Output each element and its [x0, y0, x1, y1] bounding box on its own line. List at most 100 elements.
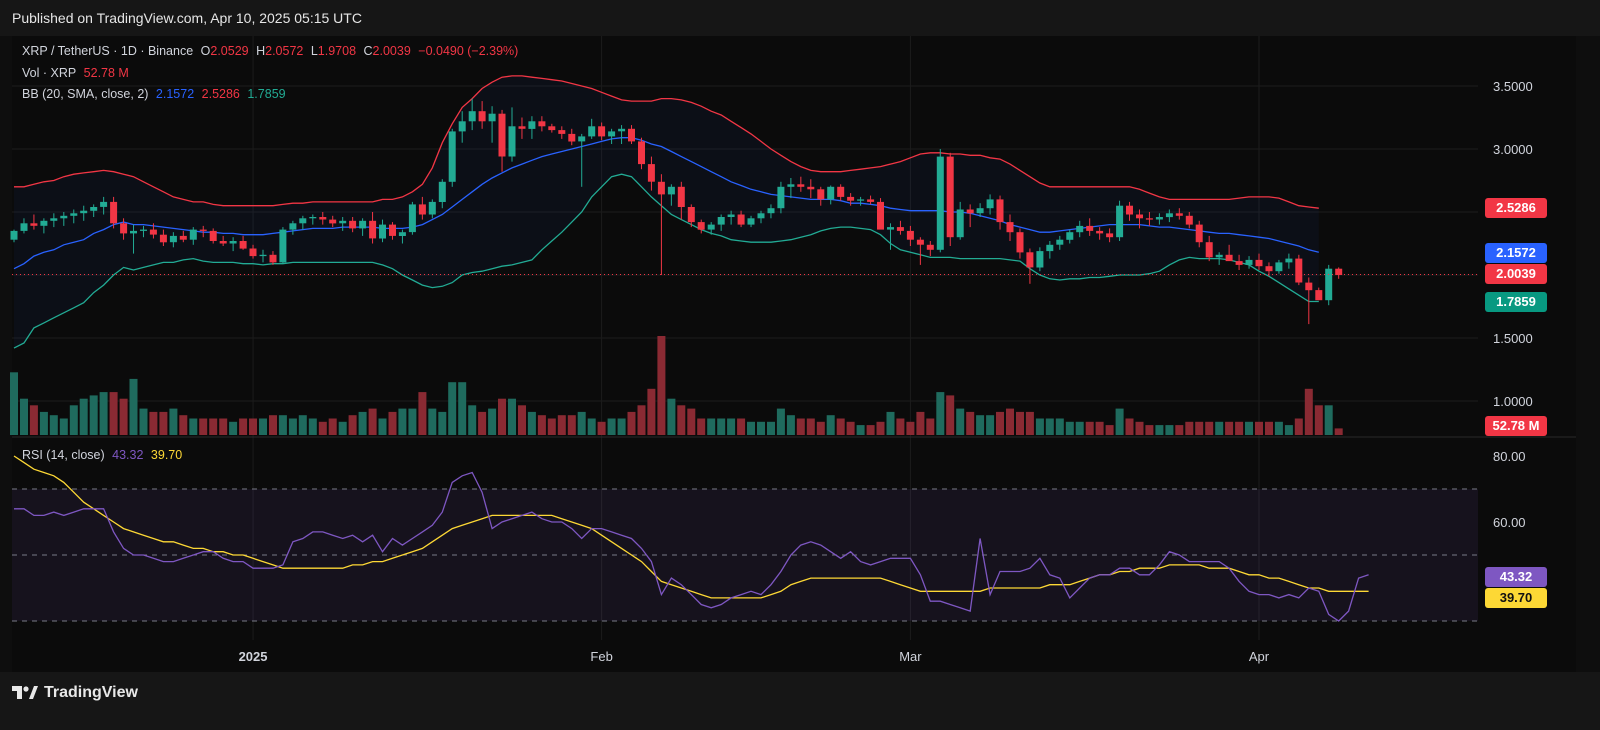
- candle-body: [1265, 266, 1273, 272]
- volume-legend: Vol · XRP 52.78 M: [22, 66, 133, 80]
- volume-bar: [209, 418, 218, 435]
- candle-body: [877, 201, 884, 230]
- candle-body: [528, 121, 536, 129]
- volume-bar: [468, 405, 477, 435]
- candle-body: [777, 186, 785, 209]
- candle-body: [140, 229, 147, 231]
- candle-body: [428, 201, 436, 215]
- volume-bar: [1274, 421, 1283, 435]
- time-tick-label: Feb: [590, 649, 612, 664]
- candle-body: [90, 207, 98, 211]
- candle-body: [130, 230, 137, 234]
- candle-body: [697, 222, 705, 230]
- volume-bar: [398, 408, 407, 435]
- candle-body: [60, 215, 68, 219]
- tradingview-logo[interactable]: TradingView: [12, 684, 138, 702]
- volume-bar: [109, 392, 118, 435]
- volume-bar: [259, 418, 267, 435]
- close-label: C: [363, 44, 373, 58]
- time-tick-label: Apr: [1249, 649, 1270, 664]
- volume-bar: [966, 411, 975, 435]
- candles: [10, 98, 1478, 325]
- brand-name: TradingView: [44, 684, 138, 701]
- candle-body: [767, 208, 775, 214]
- candle-body: [269, 254, 277, 263]
- candle-body: [229, 241, 237, 244]
- volume-bar: [59, 418, 68, 435]
- volume-label: Vol · XRP: [22, 66, 77, 80]
- candle-body: [120, 223, 128, 234]
- candle-body: [339, 220, 347, 224]
- candle-body: [887, 227, 894, 230]
- volume-bar: [239, 418, 248, 435]
- rsi-ma-badge: 39.70: [1485, 588, 1547, 608]
- candle-body: [1215, 254, 1223, 258]
- candle-body: [638, 141, 645, 165]
- volume-bar: [318, 421, 327, 435]
- volume-bar: [836, 418, 845, 435]
- candle-body: [518, 126, 526, 129]
- candle-body: [309, 217, 317, 219]
- bb-basis-line: [13, 137, 1319, 270]
- bb-upper-badge: 2.5286: [1485, 198, 1547, 218]
- volume-bar: [179, 415, 188, 435]
- volume-bar: [936, 392, 945, 435]
- candle-body: [159, 234, 167, 243]
- candle-body: [867, 199, 875, 202]
- volume-bar: [249, 418, 257, 435]
- volume-bar: [717, 418, 726, 435]
- volume-bar: [418, 392, 427, 435]
- open-value: 2.0529: [210, 44, 249, 58]
- volume-bar: [1225, 421, 1234, 435]
- chart-frame[interactable]: [12, 36, 1576, 672]
- price-tick-label: 3.5000: [1493, 79, 1533, 94]
- candle-body: [319, 217, 327, 220]
- volume-bar: [408, 408, 417, 435]
- candle-body: [976, 208, 984, 214]
- candle-body: [926, 244, 934, 250]
- candle-body: [1165, 213, 1173, 218]
- candle-body: [1205, 242, 1213, 258]
- candle-body: [249, 248, 257, 257]
- candle-body: [1295, 258, 1303, 283]
- ohlc-legend: XRP / TetherUS · 1D · Binance O2.0529 H2…: [22, 44, 522, 58]
- volume-bar: [946, 395, 955, 435]
- volume-bar: [1185, 421, 1194, 435]
- candle-body: [1235, 261, 1243, 265]
- bb-basis-badge: 2.1572: [1485, 243, 1547, 263]
- candle-body: [906, 230, 914, 240]
- volume-bar: [139, 408, 148, 435]
- candle-body: [438, 181, 446, 202]
- volume-bar: [378, 418, 387, 435]
- candle-body: [1315, 290, 1323, 301]
- candle-body: [30, 223, 38, 226]
- candle-body: [40, 220, 48, 226]
- volume-bar: [1125, 418, 1134, 435]
- candle-body: [1175, 213, 1183, 216]
- volume-bar: [786, 415, 795, 435]
- candle-body: [558, 130, 566, 134]
- candle-body: [757, 213, 765, 219]
- volume-bar: [1055, 418, 1064, 435]
- candle-body: [100, 201, 108, 207]
- volume-bar: [448, 382, 457, 435]
- volume-bar: [876, 421, 885, 435]
- volume-bar: [846, 421, 855, 435]
- candle-body: [239, 241, 247, 249]
- volume-value: 52.78 M: [83, 66, 129, 80]
- candle-body: [110, 201, 118, 224]
- volume-bar: [478, 411, 487, 435]
- volume-bar: [916, 411, 925, 435]
- volume-bar: [1284, 425, 1293, 435]
- price-tick-label: 1.5000: [1493, 331, 1533, 346]
- volume-bar: [348, 415, 357, 435]
- volume-bar: [1006, 408, 1014, 435]
- volume-bar: [428, 408, 437, 435]
- low-label: L: [310, 44, 318, 58]
- candle-body: [1155, 217, 1163, 220]
- candle-body: [896, 227, 904, 231]
- volume-bar: [896, 418, 905, 435]
- volume-bar: [727, 418, 736, 435]
- candle-body: [199, 229, 207, 231]
